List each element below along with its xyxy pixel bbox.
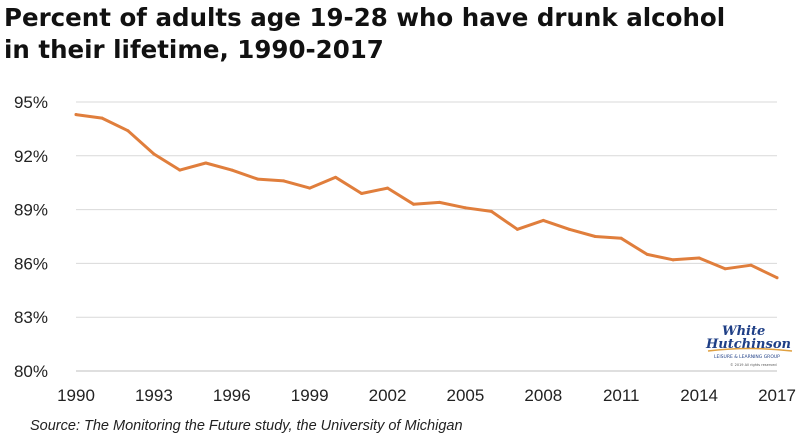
logo-swoosh: [707, 347, 793, 352]
x-tick-label: 2002: [369, 386, 407, 405]
x-tick-label: 2008: [524, 386, 562, 405]
y-tick-label: 92%: [14, 147, 48, 166]
data-point: [489, 209, 493, 213]
y-tick-label: 80%: [14, 362, 48, 381]
series-line: [74, 113, 779, 280]
data-point: [645, 252, 649, 256]
source-note: Source: The Monitoring the Future study,…: [30, 418, 463, 434]
data-point: [360, 191, 364, 195]
y-axis-ticks: 80% 83% 86% 89% 92% 95%: [14, 93, 48, 381]
data-point: [671, 258, 675, 262]
x-tick-label: 2014: [680, 386, 718, 405]
data-point: [308, 186, 312, 190]
y-tick-label: 95%: [14, 93, 48, 112]
data-point: [749, 263, 753, 267]
data-point: [567, 227, 571, 231]
gridlines: [76, 101, 777, 372]
data-point: [386, 186, 390, 190]
x-tick-label: 1999: [291, 386, 329, 405]
series-group: [74, 113, 779, 280]
data-point: [256, 177, 260, 181]
data-point: [152, 152, 156, 156]
data-point: [775, 276, 779, 280]
data-point: [515, 227, 519, 231]
data-point: [74, 113, 78, 117]
data-point: [178, 168, 182, 172]
y-tick-label: 86%: [14, 254, 48, 273]
chart-title: Percent of adults age 19-28 who have dru…: [4, 2, 794, 66]
logo-text-line1: White: [722, 324, 765, 339]
data-point: [334, 175, 338, 179]
data-point: [697, 256, 701, 260]
logo-tagline: LEISURE & LEARNING GROUP: [714, 354, 780, 360]
data-point: [100, 116, 104, 120]
white-hutchinson-logo: White Hutchinson LEISURE & LEARNING GROU…: [705, 324, 793, 367]
x-tick-label: 2011: [603, 386, 640, 405]
x-tick-label: 1993: [135, 386, 173, 405]
data-point: [204, 161, 208, 165]
data-point: [541, 218, 545, 222]
chart-title-line-1: Percent of adults age 19-28 who have dru…: [4, 3, 726, 32]
x-axis-ticks: 1990 1993 1996 1999 2002 2005 2008 2011 2014 2017: [57, 386, 796, 405]
data-point: [437, 200, 441, 204]
data-point: [593, 235, 597, 238]
data-point: [282, 179, 286, 183]
y-tick-label: 83%: [14, 308, 48, 327]
data-point: [463, 206, 467, 210]
data-point: [126, 129, 130, 133]
x-tick-label: 1990: [57, 386, 95, 405]
data-point: [619, 236, 623, 240]
y-tick-label: 89%: [14, 201, 48, 220]
logo-fine-print: © 2019 All rights reserved: [730, 363, 777, 367]
x-tick-label: 2017: [758, 386, 796, 405]
logo-text-line2: Hutchinson: [705, 337, 791, 352]
x-tick-label: 1996: [213, 386, 251, 405]
x-tick-label: 2005: [447, 386, 485, 405]
data-point: [412, 202, 416, 206]
data-point: [230, 168, 234, 172]
data-point: [723, 267, 727, 271]
chart-title-line-2: in their lifetime, 1990-2017: [4, 35, 384, 64]
